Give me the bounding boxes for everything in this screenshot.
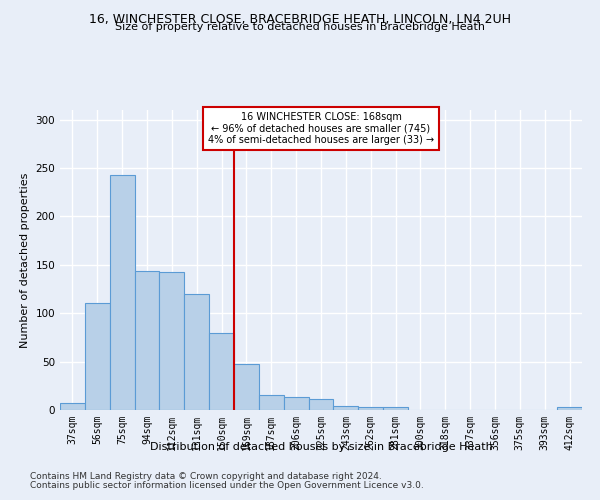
Bar bbox=[358, 407, 383, 410]
Bar bbox=[557, 407, 582, 410]
Text: Distribution of detached houses by size in Bracebridge Heath: Distribution of detached houses by size … bbox=[149, 442, 493, 452]
Bar bbox=[184, 294, 209, 410]
Text: 16, WINCHESTER CLOSE, BRACEBRIDGE HEATH, LINCOLN, LN4 2UH: 16, WINCHESTER CLOSE, BRACEBRIDGE HEATH,… bbox=[89, 12, 511, 26]
Bar bbox=[209, 332, 234, 410]
Bar bbox=[234, 364, 259, 410]
Bar bbox=[259, 394, 284, 410]
Text: Contains HM Land Registry data © Crown copyright and database right 2024.: Contains HM Land Registry data © Crown c… bbox=[30, 472, 382, 481]
Text: Size of property relative to detached houses in Bracebridge Heath: Size of property relative to detached ho… bbox=[115, 22, 485, 32]
Y-axis label: Number of detached properties: Number of detached properties bbox=[20, 172, 30, 348]
Bar bbox=[160, 272, 184, 410]
Bar bbox=[334, 406, 358, 410]
Bar bbox=[134, 270, 160, 410]
Text: 16 WINCHESTER CLOSE: 168sqm
← 96% of detached houses are smaller (745)
4% of sem: 16 WINCHESTER CLOSE: 168sqm ← 96% of det… bbox=[208, 112, 434, 144]
Bar bbox=[110, 175, 134, 410]
Bar bbox=[308, 400, 334, 410]
Bar bbox=[60, 403, 85, 410]
Bar bbox=[85, 302, 110, 410]
Bar bbox=[284, 398, 308, 410]
Text: Contains public sector information licensed under the Open Government Licence v3: Contains public sector information licen… bbox=[30, 481, 424, 490]
Bar bbox=[383, 407, 408, 410]
